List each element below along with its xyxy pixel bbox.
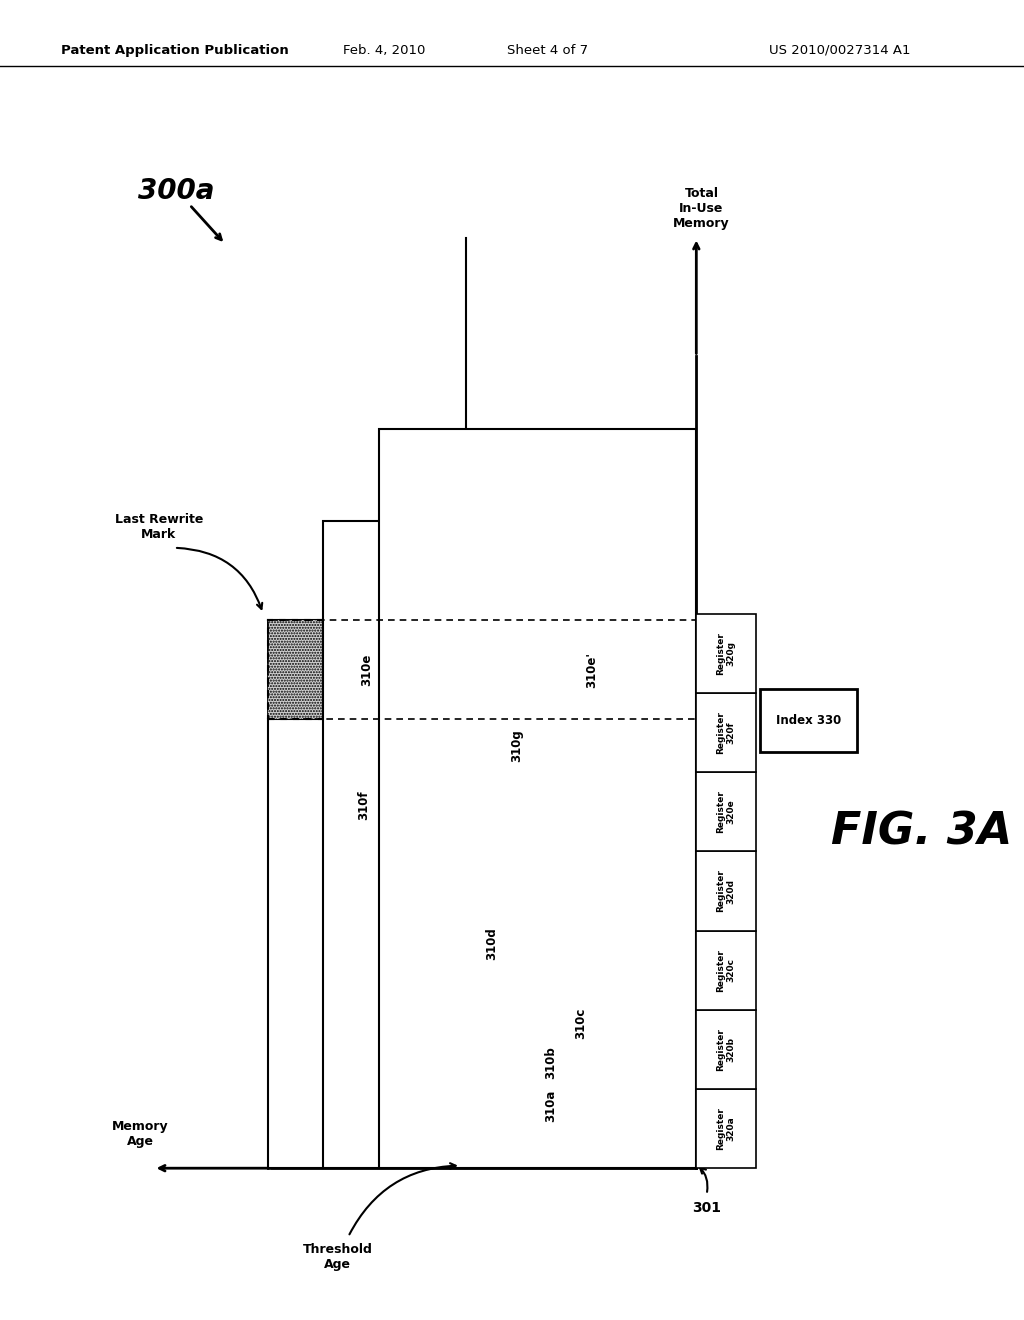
Bar — [760, 689, 857, 752]
Text: US 2010/0027314 A1: US 2010/0027314 A1 — [769, 44, 910, 57]
Text: 301: 301 — [692, 1201, 721, 1216]
Text: Register
320d: Register 320d — [717, 870, 735, 912]
Text: 310a: 310a — [544, 1089, 557, 1122]
Bar — [323, 521, 696, 1168]
Text: Patent Application Publication: Patent Application Publication — [61, 44, 289, 57]
Bar — [466, 620, 696, 719]
Bar — [404, 1043, 696, 1168]
Text: Threshold
Age: Threshold Age — [303, 1243, 373, 1271]
Text: Last Rewrite
Mark: Last Rewrite Mark — [115, 513, 203, 541]
Text: Sheet 4 of 7: Sheet 4 of 7 — [507, 44, 589, 57]
Text: 310b: 310b — [544, 1047, 557, 1078]
Text: Register
320g: Register 320g — [717, 632, 735, 675]
Text: Register
320f: Register 320f — [717, 711, 735, 754]
Text: 310g: 310g — [511, 730, 523, 762]
Bar — [696, 614, 756, 693]
Text: 310f: 310f — [357, 791, 370, 820]
Bar — [696, 931, 756, 1010]
Text: Feb. 4, 2010: Feb. 4, 2010 — [343, 44, 425, 57]
Text: Register
320c: Register 320c — [717, 949, 735, 991]
Bar — [466, 878, 696, 1168]
Bar — [696, 1089, 756, 1168]
Text: 310e': 310e' — [585, 652, 598, 688]
Bar — [379, 429, 696, 1168]
Bar — [404, 957, 696, 1168]
Text: Register
320a: Register 320a — [717, 1107, 735, 1150]
Bar — [696, 851, 756, 931]
Text: FIG. 3A: FIG. 3A — [830, 810, 1013, 853]
Text: Index 330: Index 330 — [776, 714, 841, 727]
Bar — [268, 719, 696, 1168]
Text: 310c: 310c — [574, 1007, 588, 1039]
Text: 310e: 310e — [360, 653, 374, 686]
Bar — [696, 772, 756, 851]
Bar — [268, 620, 696, 719]
Text: 310d: 310d — [485, 928, 498, 960]
Bar — [696, 1010, 756, 1089]
Text: Register
320b: Register 320b — [717, 1028, 735, 1071]
Text: Total
In-Use
Memory: Total In-Use Memory — [673, 186, 730, 230]
Text: Register
320e: Register 320e — [717, 791, 735, 833]
Text: 300a: 300a — [138, 177, 215, 206]
Bar — [696, 693, 756, 772]
Text: Memory
Age: Memory Age — [112, 1121, 169, 1148]
Bar — [268, 620, 696, 719]
